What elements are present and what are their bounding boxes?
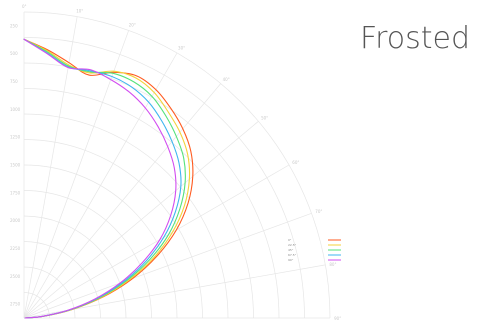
chart-title: Frosted [360,21,470,56]
grid-spoke [23,52,178,319]
angle-tick-label: 10° [76,9,83,14]
radial-tick-label: 2000 [10,218,21,223]
intensity-curves [23,38,194,319]
angle-tick-label: 50° [261,115,268,120]
grid-spoke [23,164,290,319]
grid-arc [23,190,152,319]
legend-label: 0° [288,238,292,242]
grid-spoke [23,213,312,319]
angle-tick-label: 0° [22,4,27,9]
radial-tick-label: 500 [10,51,18,56]
angle-tick-label: 30° [178,46,185,51]
legend: 0°22.5°45°67.5°90° [288,238,341,262]
radial-tick-label: 2500 [10,274,21,279]
grid-arc [23,113,229,319]
radial-tick-label: 1750 [10,190,21,195]
grid-arc [23,11,331,319]
grid-spoke [23,30,129,319]
grid-arc [23,241,101,319]
tick-labels: 250 500 750 1000 1250 1500 1750 2000 2250 2500 275… [10,4,341,321]
radial-tick-label: 1250 [10,135,21,140]
legend-label: 45° [288,248,294,252]
grid-arc [23,215,127,319]
angle-tick-label: 20° [129,23,136,28]
legend-label: 90° [288,258,294,262]
radial-tick-label: 250 [10,23,18,28]
grid-arc [23,88,254,319]
legend-label: 22.5° [288,243,297,247]
angle-tick-label: 90° [334,316,341,321]
grid-spoke [23,16,78,319]
grid-arc [23,292,50,319]
radial-tick-label: 1500 [10,163,21,168]
series-line [23,38,194,319]
legend-label: 67.5° [288,253,297,257]
radial-tick-label: 2250 [10,246,21,251]
series-line [23,38,182,319]
angle-tick-label: 60° [292,160,299,165]
grid-spoke [23,83,221,319]
grid-spoke [23,121,259,319]
polar-grid [23,11,331,319]
grid-arc [23,37,305,319]
radial-tick-label: 750 [10,79,18,84]
grid-arc [23,139,203,319]
angle-tick-label: 40° [223,77,230,82]
angle-tick-label: 70° [315,209,322,214]
grid-arc [23,164,178,319]
radial-tick-label: 1000 [10,107,21,112]
radial-tick-label: 2750 [10,302,21,307]
series-line [23,38,177,319]
angle-tick-label: 80° [329,262,336,267]
